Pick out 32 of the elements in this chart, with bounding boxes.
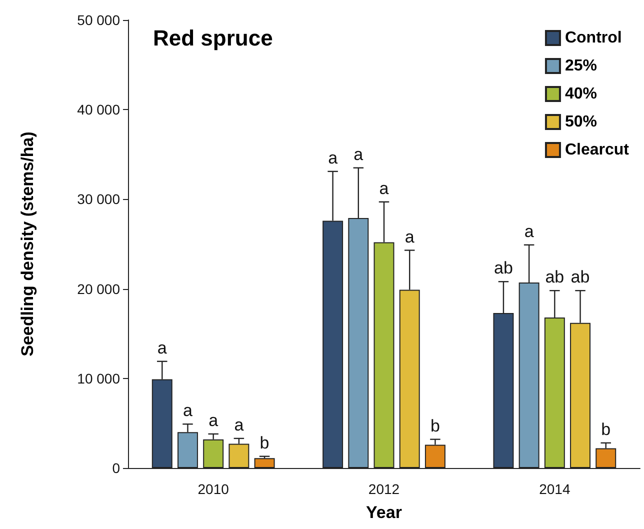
legend-label: 40% bbox=[564, 86, 598, 102]
legend-label: Control bbox=[564, 30, 622, 46]
legend-label: 25% bbox=[564, 58, 598, 74]
y-tick-label: 40 000 bbox=[77, 102, 120, 118]
annotation: a bbox=[379, 178, 390, 198]
y-tick-label: 20 000 bbox=[77, 280, 120, 297]
legend-label: 50% bbox=[564, 114, 598, 130]
x-tick-label: 2010 bbox=[198, 481, 230, 497]
legend-label: Clearcut bbox=[564, 142, 630, 158]
x-tick-label: 2014 bbox=[539, 481, 570, 497]
annotation: a bbox=[354, 144, 364, 164]
annotation: a bbox=[328, 148, 338, 168]
y-tick-label: 50 000 bbox=[77, 12, 120, 28]
y-tick-label: 10 000 bbox=[77, 370, 120, 386]
annotation: a bbox=[234, 415, 244, 434]
annotation: a bbox=[208, 410, 219, 430]
annotation: ab bbox=[570, 268, 590, 287]
chart-title: Red spruce bbox=[153, 26, 273, 50]
annotation: a bbox=[404, 227, 415, 246]
annotation: ab bbox=[494, 258, 513, 278]
x-tick-label: 2012 bbox=[368, 481, 400, 497]
annotation: b bbox=[430, 416, 440, 436]
annotation: a bbox=[157, 338, 168, 358]
annotation: a bbox=[524, 222, 534, 241]
y-axis-title: Seedling density (stems/ha) bbox=[18, 132, 37, 356]
annotation: b bbox=[601, 420, 611, 439]
annotation: ab bbox=[545, 268, 564, 287]
y-tick-label: 0 bbox=[112, 460, 120, 476]
x-axis-title: Year bbox=[366, 503, 402, 522]
annotation: b bbox=[260, 433, 270, 452]
y-tick-label: 30 000 bbox=[77, 191, 120, 208]
annotation: a bbox=[183, 401, 193, 420]
